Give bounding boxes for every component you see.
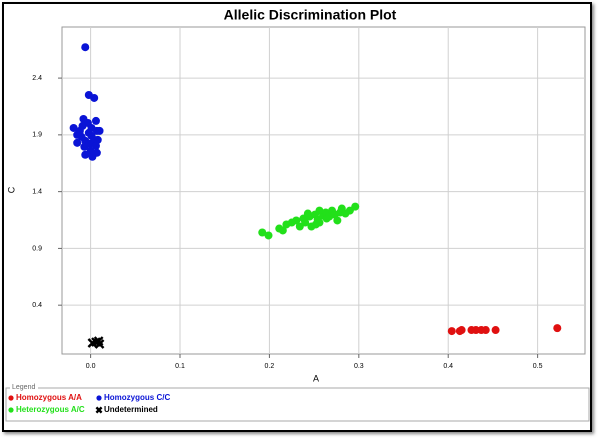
x-tick-label: 0.2 [265, 363, 275, 370]
plot-area [61, 26, 586, 355]
point [301, 218, 310, 227]
point [90, 93, 99, 102]
y-tick-label: 1.9 [32, 132, 42, 139]
point [69, 123, 78, 132]
x-tick-label: 0.0 [86, 363, 96, 370]
point [457, 326, 466, 335]
x-tick-label: 0.5 [533, 363, 543, 370]
point [264, 231, 273, 240]
legend-marker [95, 406, 103, 414]
point [292, 216, 301, 225]
point [78, 121, 87, 130]
point [91, 116, 100, 125]
point [94, 339, 105, 349]
point [85, 139, 94, 148]
x-axis-label: A [313, 373, 319, 383]
y-axis-label: C [6, 186, 16, 193]
legend-title-bg [10, 383, 38, 391]
y-tick-label: 0.4 [32, 302, 42, 309]
point [481, 326, 490, 335]
point [88, 152, 97, 161]
point [81, 43, 90, 52]
point [81, 150, 90, 159]
point [93, 135, 102, 144]
legend-label: Heterozygous A/C [16, 405, 85, 414]
y-tick-label: 2.4 [32, 75, 42, 82]
point [315, 206, 324, 215]
legend-marker [8, 395, 14, 401]
legend-marker [96, 395, 102, 401]
legend-label: Undetermined [104, 405, 158, 414]
x-tick-label: 0.4 [443, 363, 453, 370]
point [278, 226, 287, 235]
marks [69, 43, 562, 349]
grid: 0.0 0.1 0.2 0.3 0.4 0.5 0.4 0.9 1.4 1.9 2.4 [32, 27, 585, 370]
y-tick-label: 0.9 [32, 245, 42, 252]
point [95, 126, 104, 135]
point [84, 128, 93, 137]
point [553, 324, 562, 333]
point [258, 228, 267, 237]
x-tick-label: 0.1 [175, 363, 185, 370]
point [351, 202, 360, 211]
point [491, 326, 500, 335]
chart-title: Allelic Discrimination Plot [224, 7, 397, 23]
y-tick-label: 1.4 [32, 188, 42, 195]
legend: Homozygous A/A Homozygous C/C Heterozygous… [8, 393, 170, 414]
point [73, 130, 82, 139]
point [447, 327, 456, 336]
legend-title: Legend [12, 384, 35, 391]
point [73, 138, 82, 147]
legend-marker [8, 407, 14, 413]
point [303, 209, 312, 218]
legend-box [5, 387, 590, 422]
x-tick-label: 0.3 [354, 363, 364, 370]
point [311, 220, 320, 229]
point [333, 216, 342, 225]
legend-label: Homozygous C/C [104, 393, 170, 402]
legend-label: Homozygous A/A [16, 393, 82, 402]
